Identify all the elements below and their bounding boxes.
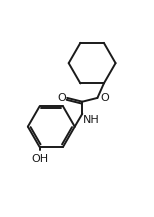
Text: O: O: [57, 93, 66, 103]
Text: NH: NH: [83, 115, 100, 125]
Text: O: O: [100, 93, 109, 103]
Text: OH: OH: [31, 154, 48, 164]
